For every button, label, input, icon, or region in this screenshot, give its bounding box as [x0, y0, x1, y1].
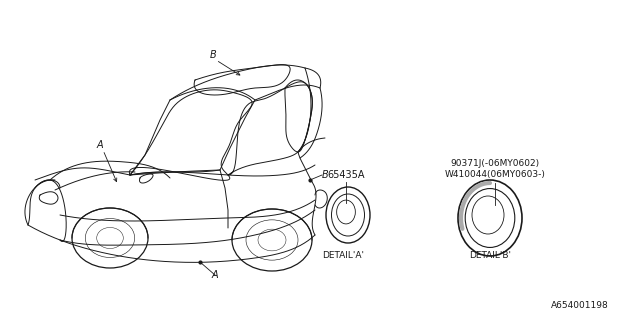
- Text: 65435A: 65435A: [327, 170, 365, 180]
- Text: DETAIL'B': DETAIL'B': [469, 251, 511, 260]
- Text: 90371J(-06MY0602): 90371J(-06MY0602): [451, 158, 540, 167]
- Text: W410044(06MY0603-): W410044(06MY0603-): [445, 171, 545, 180]
- Text: A654001198: A654001198: [551, 300, 609, 309]
- Text: B: B: [210, 50, 216, 60]
- Text: A: A: [212, 270, 218, 280]
- Text: DETAIL'A': DETAIL'A': [322, 251, 364, 260]
- Text: B: B: [322, 170, 328, 180]
- Text: A: A: [97, 140, 103, 150]
